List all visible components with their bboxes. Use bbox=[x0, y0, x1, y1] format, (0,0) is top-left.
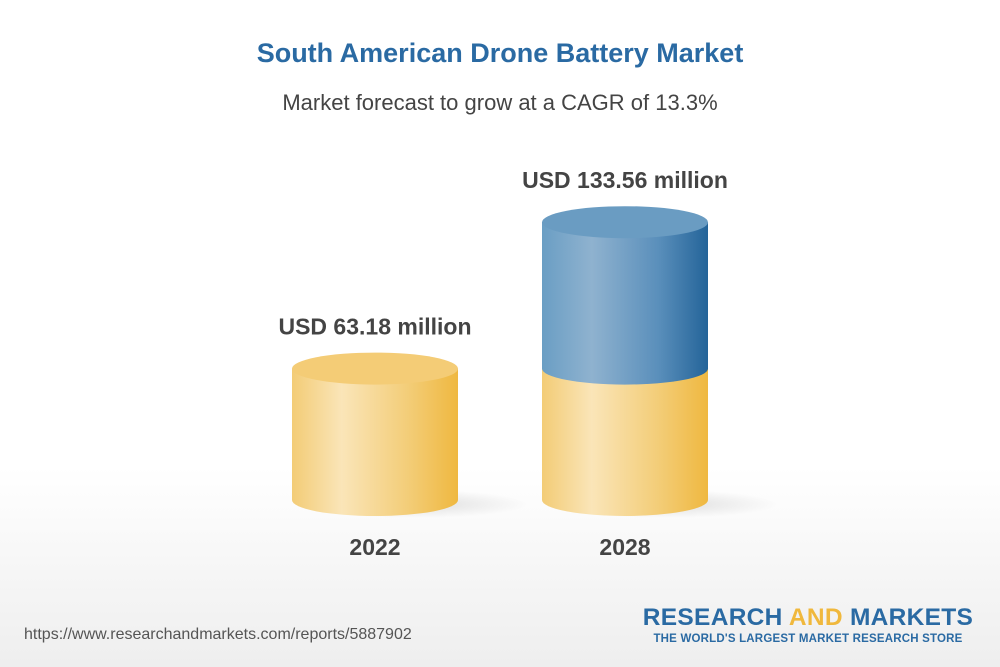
data-label: USD 63.18 million bbox=[278, 314, 471, 340]
category-label: 2022 bbox=[349, 534, 400, 560]
data-label: USD 133.56 million bbox=[522, 167, 728, 193]
bar-2022 bbox=[292, 368, 458, 516]
chart-subtitle: Market forecast to grow at a CAGR of 13.… bbox=[282, 90, 718, 115]
bar-2028-base-segment bbox=[542, 368, 708, 516]
category-label: 2028 bbox=[599, 534, 650, 560]
bar-2028-growth-segment bbox=[542, 222, 708, 385]
chart-title: South American Drone Battery Market bbox=[256, 38, 744, 68]
cylinder-chart: USD 63.18 million 2022 USD 133.56 million 2… bbox=[278, 167, 778, 560]
bar-2022-top bbox=[292, 352, 458, 385]
bar-2028-top bbox=[542, 206, 708, 239]
source-url[interactable]: https://www.researchandmarkets.com/repor… bbox=[24, 626, 412, 643]
research-and-markets-logo: RESEARCH AND MARKETS THE WORLD'S LARGEST… bbox=[642, 604, 974, 645]
